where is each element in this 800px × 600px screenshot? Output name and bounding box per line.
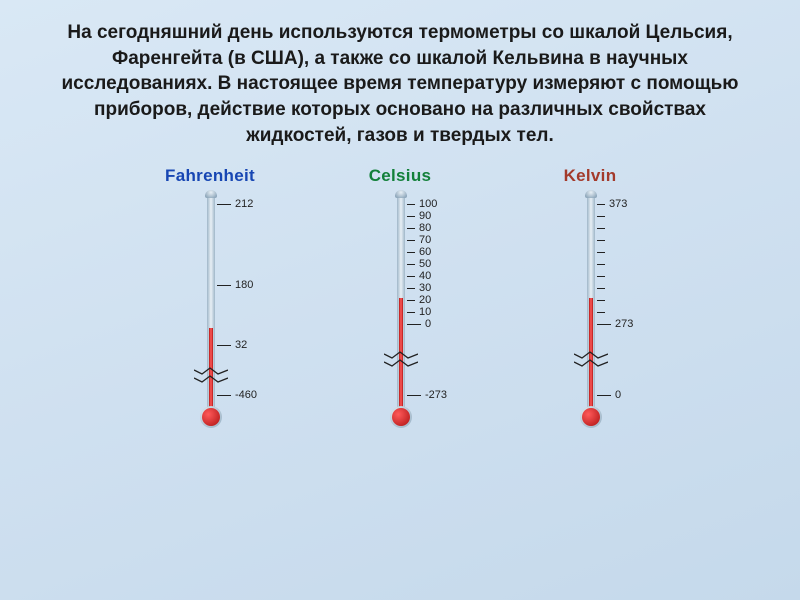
tick-label: 273 — [615, 319, 633, 330]
tick-mark — [597, 395, 611, 396]
ticks-celsius: 1009080706050403020100-273 — [405, 190, 465, 410]
ticks-kelvin: 373 273 0 — [595, 190, 655, 410]
page-title: На сегодняшний день используются термоме… — [60, 20, 740, 148]
tick-mark — [407, 288, 415, 289]
tick-label: -273 — [425, 390, 447, 401]
tick-mark — [407, 264, 415, 265]
tick-label: 70 — [419, 235, 431, 246]
tick-mark — [217, 345, 231, 346]
tick-label: 80 — [419, 223, 431, 234]
scale-label-kelvin: Kelvin — [564, 166, 617, 186]
tick-label: 0 — [425, 319, 431, 330]
tick-label: 212 — [235, 199, 253, 210]
tick-mark — [597, 264, 605, 265]
tick-label: 40 — [419, 271, 431, 282]
tick-label: 60 — [419, 247, 431, 258]
tick-label: 30 — [419, 283, 431, 294]
tick-mark — [597, 216, 605, 217]
tick-mark — [597, 252, 605, 253]
tick-mark — [597, 240, 605, 241]
tick-mark — [407, 252, 415, 253]
tick-mark — [407, 216, 415, 217]
thermo-body-kelvin: 373 273 0 — [530, 190, 650, 450]
tick-label: 10 — [419, 307, 431, 318]
tick-label: 0 — [615, 390, 621, 401]
tick-mark — [407, 276, 415, 277]
tick-label: 32 — [235, 340, 247, 351]
thermometers-row: Fahrenheit 21218032-460 Celsius 10090807… — [150, 166, 650, 450]
thermo-body-celsius: 1009080706050403020100-273 — [340, 190, 460, 450]
tick-mark — [407, 395, 421, 396]
tick-label: 90 — [419, 211, 431, 222]
tick-mark — [407, 312, 415, 313]
thermometer-celsius: Celsius 1009080706050403020100-273 — [340, 166, 460, 450]
tick-mark — [597, 276, 605, 277]
thermo-body-fahrenheit: 212 180 32 -460 — [150, 190, 270, 450]
tick-mark — [407, 228, 415, 229]
tick-label: 50 — [419, 259, 431, 270]
thermometer-kelvin: Kelvin 373 273 0 — [530, 166, 650, 450]
tick-label: 100 — [419, 199, 437, 210]
tick-mark — [217, 285, 231, 286]
tick-mark — [407, 300, 415, 301]
tick-mark — [217, 204, 231, 205]
scale-label-fahrenheit: Fahrenheit — [165, 166, 255, 186]
tick-label: 20 — [419, 295, 431, 306]
tick-label: 373 — [609, 199, 627, 210]
tick-mark — [597, 204, 605, 205]
tick-mark — [407, 240, 415, 241]
tick-mark — [407, 204, 415, 205]
tick-mark — [407, 324, 421, 325]
tick-mark — [597, 324, 611, 325]
tick-mark — [597, 312, 605, 313]
tick-mark — [597, 300, 605, 301]
tick-mark — [597, 288, 605, 289]
scale-break-icon — [574, 350, 608, 368]
tick-label: 180 — [235, 280, 253, 291]
scale-label-celsius: Celsius — [369, 166, 432, 186]
scale-break-icon — [384, 350, 418, 368]
tick-mark — [217, 395, 231, 396]
tick-mark — [597, 228, 605, 229]
scale-break-icon — [194, 366, 228, 384]
tick-label: -460 — [235, 390, 257, 401]
page: На сегодняшний день используются термоме… — [0, 0, 800, 600]
thermometer-fahrenheit: Fahrenheit 212 180 32 -460 — [150, 166, 270, 450]
